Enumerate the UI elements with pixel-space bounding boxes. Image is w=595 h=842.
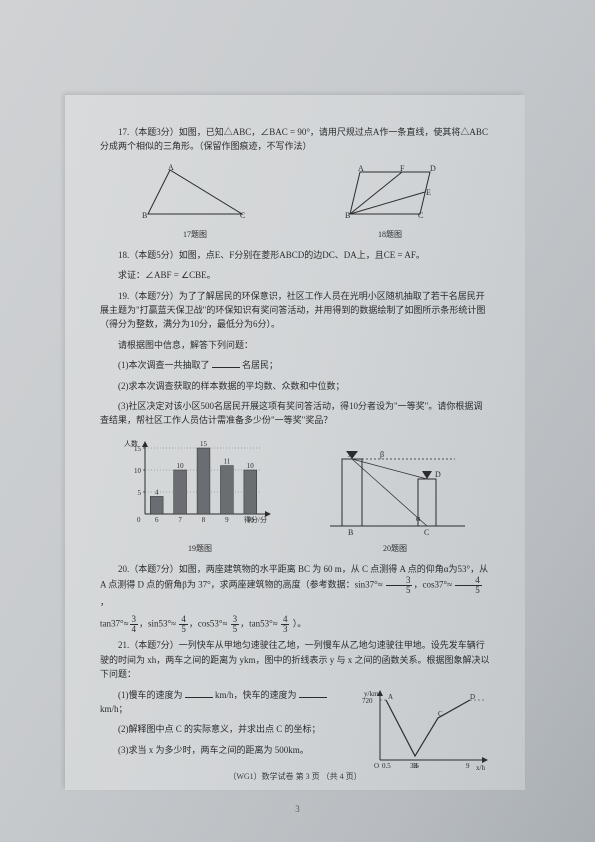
q21-row: (1)慢车的速度为 km/h，快车的速度为 km/h； (2)解释图中点 C 的… <box>100 688 490 778</box>
svg-text:10: 10 <box>247 462 255 470</box>
svg-text:7: 7 <box>178 516 182 524</box>
q19-figures: 51015461071581191010人数得分/分0 19题图 β α A D <box>100 436 490 554</box>
q17-fig-left-label: 17题图 <box>140 229 250 240</box>
svg-text:9: 9 <box>225 516 229 524</box>
q20-close: ）。 <box>293 619 307 629</box>
svg-text:3.6: 3.6 <box>410 762 419 770</box>
frac-tan37: 34 <box>130 615 139 634</box>
q19-sub2: (2)求本次调查获取的样本数据的平均数、众数和中位数； <box>100 379 490 393</box>
svg-text:C: C <box>438 710 443 718</box>
q21-blank1 <box>185 688 213 698</box>
svg-text:0: 0 <box>137 516 141 524</box>
svg-text:720: 720 <box>362 697 373 705</box>
svg-text:C: C <box>424 528 429 536</box>
svg-text:α: α <box>416 514 421 523</box>
footer-text: （WG1）数学试卷 第 3 页 （共 4 页） <box>65 771 525 782</box>
triangle-icon: A B C <box>140 162 250 222</box>
q21-sub1b: km/h，快车的速度为 <box>215 690 297 700</box>
q21-sub1: (1)慢车的速度为 km/h，快车的速度为 km/h； <box>100 688 352 717</box>
frac-sin37: 35 <box>386 576 413 595</box>
page-container: 17.（本题3分）如图，已知△ABC，∠BAC = 90°，请用尺规过点A作一条… <box>0 0 595 842</box>
svg-text:C: C <box>240 211 245 220</box>
q19-fig-left-label: 19题图 <box>120 543 280 554</box>
svg-text:9: 9 <box>466 762 470 770</box>
q21-sub1c: km/h； <box>100 704 128 714</box>
frac-cos53: 35 <box>231 615 240 634</box>
svg-text:10: 10 <box>177 462 185 470</box>
svg-text:D: D <box>470 693 475 701</box>
page-number: 3 <box>0 804 595 814</box>
svg-text:A: A <box>348 450 354 459</box>
svg-text:得分/分: 得分/分 <box>244 515 267 524</box>
svg-text:F: F <box>400 164 405 173</box>
q19-sub1-suffix: 名居民； <box>242 360 278 370</box>
svg-text:10: 10 <box>134 467 142 475</box>
svg-text:D: D <box>435 470 441 479</box>
svg-text:0.5: 0.5 <box>382 762 391 770</box>
q19-prompt: 请根据图中信息，解答下列问题： <box>100 338 490 352</box>
q18-text2: 求证：∠ABF = ∠CBE。 <box>100 268 490 282</box>
svg-text:5: 5 <box>138 489 142 497</box>
frac-tan53: 43 <box>281 615 290 634</box>
q20-math-line: tan37°≈34，sin53°≈ 45，cos53°≈ 35，tan53°≈ … <box>100 615 490 634</box>
svg-text:E: E <box>426 188 431 197</box>
line-graph-icon: 720 A B C D 0.5 3.6 9 x/h y/km O <box>360 688 490 773</box>
q21-text: 21.（本题7分）一列快车从甲地匀速驶往乙地，一列慢车从乙地匀速驶往甲地。设先发… <box>100 638 490 681</box>
svg-text:D: D <box>430 164 436 173</box>
svg-text:15: 15 <box>200 440 208 448</box>
q21-subs: (1)慢车的速度为 km/h，快车的速度为 km/h； (2)解释图中点 C 的… <box>100 688 352 778</box>
svg-text:8: 8 <box>202 516 206 524</box>
q19-sub1: (1)本次调查一共抽取了 名居民； <box>100 358 490 372</box>
q17-text: 17.（本题3分）如图，已知△ABC，∠BAC = 90°，请用尺规过点A作一条… <box>100 125 490 154</box>
q17-figures: A B C 17题图 A D B C F E 18题图 <box>100 162 490 240</box>
svg-text:A: A <box>388 693 393 701</box>
q20-text: 20.（本题7分）如图，两座建筑物的水平距离 BC 为 60 m，从 C 点测得… <box>100 562 490 610</box>
svg-text:11: 11 <box>224 457 231 465</box>
q21-sub1a: (1)慢车的速度为 <box>118 690 183 700</box>
svg-text:B: B <box>345 211 350 220</box>
svg-text:y/km: y/km <box>364 690 379 698</box>
q21-sub3: (3)求当 x 为多少时，两车之间的距离为 500km。 <box>100 743 352 757</box>
svg-text:A: A <box>358 164 364 173</box>
svg-text:O: O <box>374 762 379 770</box>
q17-fig-left: A B C 17题图 <box>140 162 250 240</box>
svg-text:C: C <box>418 211 423 220</box>
q18-fig-label: 18题图 <box>330 229 450 240</box>
q20-fig-label: 20题图 <box>320 543 470 554</box>
svg-text:4: 4 <box>155 488 159 496</box>
q19-blank1 <box>212 358 240 368</box>
q19-sub1-a: (1)本次调查一共抽取了 <box>118 360 210 370</box>
buildings-icon: β α A D B C <box>320 441 470 536</box>
svg-text:人数: 人数 <box>124 439 138 448</box>
frac-cos37: 45 <box>455 576 482 595</box>
q21-sub2: (2)解释图中点 C 的实际意义，并求出点 C 的坐标； <box>100 722 352 736</box>
q19-intro: 19.（本题7分）为了了解居民的环保意识，社区工作人员在光明小区随机抽取了若干名… <box>100 289 490 332</box>
q21-graph: 720 A B C D 0.5 3.6 9 x/h y/km O <box>360 688 490 778</box>
q18-fig: A D B C F E 18题图 <box>330 162 450 240</box>
exam-paper: 17.（本题3分）如图，已知△ABC，∠BAC = 90°，请用尺规过点A作一条… <box>65 95 525 790</box>
svg-text:β: β <box>380 450 384 459</box>
q19-sub3: (3)社区决定对该小区500名居民开展这项有奖问答活动，得10分者设为"一等奖"… <box>100 399 490 428</box>
q20-main: 20.（本题7分）如图，两座建筑物的水平距离 BC 为 60 m，从 C 点测得… <box>100 564 488 590</box>
q19-chart: 51015461071581191010人数得分/分0 19题图 <box>120 436 280 554</box>
svg-text:6: 6 <box>155 516 159 524</box>
svg-text:B: B <box>142 211 147 220</box>
rhombus-icon: A D B C F E <box>330 162 450 222</box>
frac-sin53: 45 <box>179 615 188 634</box>
q18-text: 18.（本题5分）如图，点E、F分别在菱形ABCD的边DC、DA上，且CE = … <box>100 248 490 262</box>
svg-text:A: A <box>168 163 174 172</box>
q21-blank2 <box>299 688 327 698</box>
svg-text:B: B <box>348 528 353 536</box>
bar-chart-icon: 51015461071581191010人数得分/分0 <box>120 436 280 536</box>
q20-fig: β α A D B C 20题图 <box>320 441 470 554</box>
